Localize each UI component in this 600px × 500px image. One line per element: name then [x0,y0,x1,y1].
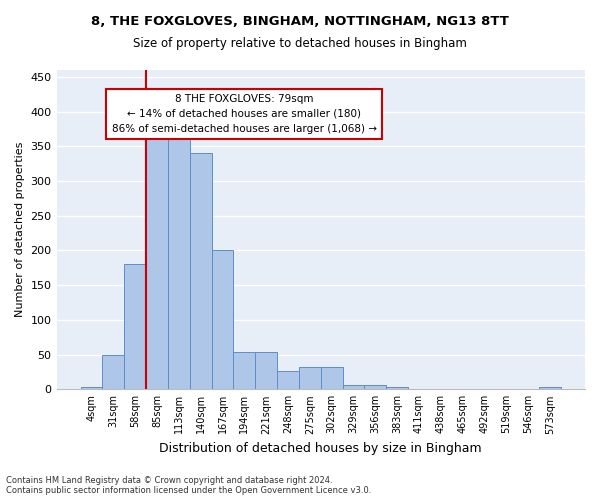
Bar [233,352,255,390]
Bar [168,135,190,390]
Text: Contains HM Land Registry data © Crown copyright and database right 2024.
Contai: Contains HM Land Registry data © Crown c… [6,476,371,495]
Bar [146,135,168,390]
Bar [212,250,233,390]
Bar [321,367,343,390]
Text: Size of property relative to detached houses in Bingham: Size of property relative to detached ho… [133,38,467,51]
Bar [80,387,103,390]
Bar [386,387,408,390]
Text: 8 THE FOXGLOVES: 79sqm
← 14% of detached houses are smaller (180)
86% of semi-de: 8 THE FOXGLOVES: 79sqm ← 14% of detached… [112,94,377,134]
Bar [255,352,277,390]
Bar [539,387,561,390]
Bar [190,152,212,390]
Bar [364,385,386,390]
Bar [343,385,364,390]
Bar [277,372,299,390]
X-axis label: Distribution of detached houses by size in Bingham: Distribution of detached houses by size … [160,442,482,455]
Bar [124,264,146,390]
Y-axis label: Number of detached properties: Number of detached properties [15,142,25,318]
Bar [103,354,124,390]
Bar [299,367,321,390]
Text: 8, THE FOXGLOVES, BINGHAM, NOTTINGHAM, NG13 8TT: 8, THE FOXGLOVES, BINGHAM, NOTTINGHAM, N… [91,15,509,28]
